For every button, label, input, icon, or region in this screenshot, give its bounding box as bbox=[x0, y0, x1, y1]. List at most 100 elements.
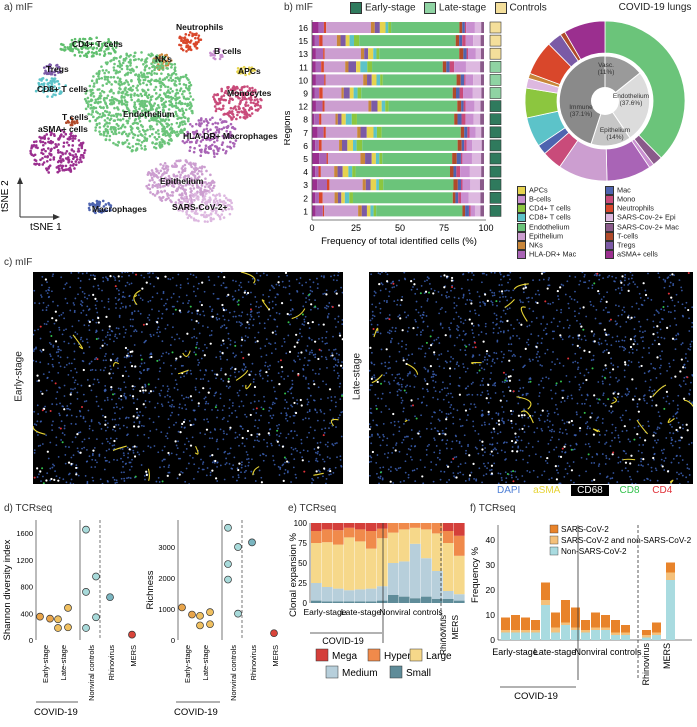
tsne-point bbox=[98, 53, 102, 56]
tsne-point bbox=[199, 123, 202, 127]
dapi-nucleus bbox=[183, 375, 185, 378]
dapi-nucleus bbox=[122, 465, 124, 468]
cd68-cell bbox=[75, 473, 78, 476]
tsne-point bbox=[53, 73, 57, 77]
region-bar-segment bbox=[341, 87, 344, 99]
dapi-nucleus bbox=[100, 408, 103, 411]
region-bar-segment bbox=[355, 166, 450, 178]
tsne-point bbox=[162, 179, 165, 182]
dapi-nucleus bbox=[426, 298, 429, 300]
cd68-cell bbox=[93, 277, 96, 280]
dapi-nucleus bbox=[170, 405, 173, 408]
dapi-nucleus bbox=[211, 369, 214, 372]
dapi-nucleus bbox=[492, 358, 494, 361]
dapi-nucleus bbox=[323, 419, 325, 422]
dapi-nucleus bbox=[171, 399, 174, 402]
dapi-nucleus bbox=[225, 457, 228, 460]
dapi-nucleus bbox=[220, 284, 223, 287]
dapi-nucleus bbox=[688, 468, 691, 470]
cd68-cell bbox=[94, 297, 97, 300]
tsne-point bbox=[62, 130, 66, 134]
cd4-cell bbox=[331, 305, 334, 308]
tsne-point bbox=[197, 34, 201, 37]
tsne-point bbox=[131, 88, 134, 92]
dapi-nucleus bbox=[286, 471, 289, 474]
dapi-nucleus bbox=[227, 452, 229, 455]
tsne-point bbox=[196, 186, 199, 189]
tsne-point bbox=[98, 130, 101, 133]
dapi-nucleus bbox=[64, 297, 67, 300]
tsne-point bbox=[57, 70, 61, 74]
dapi-nucleus bbox=[121, 275, 123, 278]
dapi-nucleus bbox=[326, 441, 329, 444]
tsne-point bbox=[164, 105, 167, 108]
dapi-nucleus bbox=[115, 403, 118, 405]
tsne-point bbox=[55, 145, 59, 148]
region-group-marker bbox=[489, 126, 502, 139]
tsne-point bbox=[169, 180, 173, 184]
dapi-nucleus bbox=[482, 377, 484, 380]
tsne-point bbox=[144, 147, 147, 151]
tsne-point bbox=[180, 201, 184, 204]
dapi-nucleus bbox=[88, 455, 91, 458]
dapi-nucleus bbox=[549, 420, 551, 423]
dapi-nucleus bbox=[464, 344, 466, 347]
dapi-nucleus bbox=[271, 417, 273, 419]
dapi-nucleus bbox=[45, 290, 48, 292]
tsne-point bbox=[123, 95, 126, 99]
dapi-nucleus bbox=[297, 355, 299, 358]
dapi-nucleus bbox=[235, 416, 238, 418]
region-bar-segment bbox=[376, 205, 463, 217]
cell-type-legend-item: aSMA+ cells bbox=[605, 249, 693, 259]
region-bar-segment bbox=[373, 126, 377, 138]
region-label: 12 bbox=[299, 102, 309, 112]
tsne-point bbox=[155, 72, 159, 76]
dapi-nucleus bbox=[478, 364, 481, 366]
donut-endo-pct: (37.6%) bbox=[620, 100, 643, 107]
dapi-nucleus bbox=[160, 317, 163, 320]
dapi-nucleus bbox=[231, 295, 234, 298]
region-bar-segment bbox=[324, 48, 361, 60]
dapi-nucleus bbox=[246, 453, 249, 456]
tsne-point bbox=[241, 98, 244, 101]
dapi-nucleus bbox=[486, 467, 488, 470]
dapi-nucleus bbox=[419, 459, 422, 461]
tsne-point bbox=[59, 47, 63, 51]
dapi-nucleus bbox=[314, 451, 317, 454]
tsne-point bbox=[33, 158, 37, 162]
tsne-point bbox=[189, 216, 193, 219]
dapi-nucleus bbox=[303, 318, 306, 321]
region-bar-segment bbox=[457, 139, 462, 151]
tsne-point bbox=[212, 217, 215, 221]
dapi-nucleus bbox=[120, 302, 123, 305]
cell-type-name: aSMA+ cells bbox=[617, 249, 658, 259]
dapi-nucleus bbox=[561, 450, 564, 453]
dapi-nucleus bbox=[104, 399, 106, 402]
region-bar-segment bbox=[480, 74, 484, 86]
tsne-point bbox=[190, 140, 193, 144]
tsne-point bbox=[109, 117, 113, 120]
tsne-point bbox=[129, 64, 132, 67]
region-bar-segment bbox=[480, 35, 484, 47]
dapi-nucleus bbox=[276, 325, 279, 328]
tsne-point bbox=[76, 48, 80, 51]
cd68-cell bbox=[300, 351, 303, 354]
tsne-point bbox=[100, 42, 104, 46]
region-bar-segment bbox=[457, 100, 462, 112]
dapi-nucleus bbox=[125, 370, 127, 373]
dapi-nucleus bbox=[370, 273, 373, 276]
dapi-nucleus bbox=[258, 469, 261, 472]
dapi-nucleus bbox=[133, 421, 136, 424]
dapi-nucleus bbox=[278, 284, 281, 287]
dapi-nucleus bbox=[94, 466, 97, 468]
tsne-point bbox=[71, 144, 75, 147]
dapi-nucleus bbox=[252, 408, 255, 411]
tsne-point bbox=[127, 142, 131, 145]
tsne-point bbox=[121, 142, 125, 146]
cd68-cell bbox=[70, 462, 73, 466]
dapi-nucleus bbox=[67, 473, 70, 476]
tsne-point bbox=[145, 104, 148, 108]
dapi-nucleus bbox=[330, 399, 333, 402]
dapi-nucleus bbox=[317, 386, 320, 389]
cd68-cell bbox=[299, 398, 302, 402]
